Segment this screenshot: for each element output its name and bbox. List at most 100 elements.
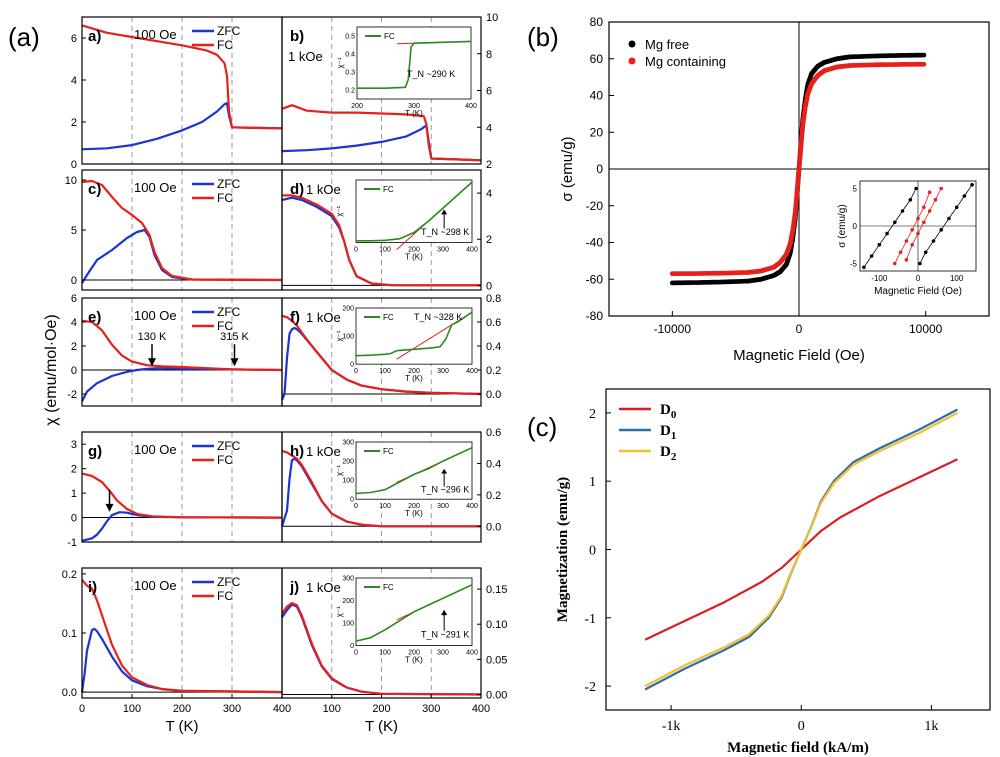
inset-x-tick-label: 300 <box>437 368 449 375</box>
inset-point <box>923 250 928 255</box>
panel-label: j) <box>289 579 299 596</box>
inset-legend-label: FC <box>384 32 395 41</box>
series-line-zfc <box>81 367 283 402</box>
y-tick-label: 6 <box>486 86 492 98</box>
inset-x-label: T (K) <box>405 374 423 383</box>
field-label: 1 kOe <box>306 182 341 197</box>
x-tick-label: 300 <box>223 703 241 715</box>
inset-series-line <box>355 311 473 357</box>
inset-y-tick-label: 0.3 <box>345 70 355 77</box>
inset-point <box>954 205 959 210</box>
series-line-fc <box>282 194 482 287</box>
legend-label-zfc: ZFC <box>217 177 241 191</box>
legend-label-zfc: ZFC <box>217 24 241 38</box>
inset-x-tick-label: 400 <box>465 103 477 110</box>
inset-x-tick-label: 300 <box>437 246 449 253</box>
y-tick-label: 0.00 <box>486 689 507 701</box>
inset-point <box>869 254 874 258</box>
x-tick-label: -10000 <box>654 322 692 336</box>
subplot-frame <box>281 297 482 407</box>
inset-y-tick-label: -5 <box>850 260 858 269</box>
inset-arrowhead <box>441 209 448 215</box>
inset-tn-note: T_N ~296 K <box>421 484 469 494</box>
subplot-h: 0.0 0.2 0.4 0.6 h) 1 kOe 0 100 200 300 400 0 100 200 3… <box>280 427 501 543</box>
panel-label: d) <box>290 181 304 198</box>
subplot-frame <box>281 431 482 543</box>
y-axis-label: χ (emu/mol·Oe) <box>43 314 60 426</box>
y-tick-label: 6 <box>71 33 77 45</box>
y-tick-label: 0.4 <box>486 458 501 470</box>
inset-point <box>862 265 866 270</box>
series-line-fc <box>81 579 283 694</box>
inset-legend-label: FC <box>383 313 394 322</box>
series-group-1 <box>669 61 927 277</box>
inset-point <box>970 183 974 187</box>
y-tick-label: 0.2 <box>62 569 77 581</box>
inset-series-line <box>355 584 473 642</box>
inset-legend-label: FC <box>383 185 394 194</box>
inset-x-tick-label: 100 <box>379 503 391 510</box>
inset-series-line <box>357 40 472 89</box>
inset-x-tick-label: -100 <box>871 274 888 283</box>
x-tick-label: 300 <box>422 703 440 715</box>
y-tick-label: 0.2 <box>486 365 501 377</box>
x-axis-label: T (K) <box>165 718 198 735</box>
y-tick-label: 10 <box>65 175 77 187</box>
legend-label-zfc: ZFC <box>217 439 241 453</box>
legend-marker-1 <box>628 57 636 65</box>
inset-x-tick-label: 0 <box>354 503 358 510</box>
inset-point <box>877 243 882 247</box>
x-tick-label: 200 <box>173 703 191 715</box>
panel-label: e) <box>88 309 101 326</box>
y-tick-label: 4 <box>486 122 492 134</box>
x-tick-label: 200 <box>372 703 390 715</box>
inset-y-tick-label: 200 <box>342 306 354 313</box>
inset-x-tick-label: 400 <box>466 650 478 657</box>
y-axis-label: σ (emu/g) <box>559 136 576 201</box>
y-tick-label: -1 <box>67 537 77 549</box>
inset-point <box>939 186 943 191</box>
inset-y-tick-label: 300 <box>342 440 354 447</box>
panel-label: f) <box>290 309 300 326</box>
inset-x-tick-label: 300 <box>437 503 449 510</box>
inset-y-tick-label: 0.2 <box>345 88 355 95</box>
inset-y-tick-label: 0 <box>350 362 354 369</box>
y-tick-label: 0.1 <box>62 628 77 640</box>
inset-y-label: χ⁻¹ <box>335 465 344 476</box>
inset-y-tick-label: 0 <box>853 222 858 231</box>
inset-x-label: T (K) <box>405 109 423 118</box>
x-axis-label: Magnetic Field (Oe) <box>733 347 865 364</box>
y-tick-label: 0.6 <box>486 427 501 439</box>
series-line-fc <box>281 314 482 396</box>
inset-h: 0 100 200 300 400 0 100 200 300 T (K) χ⁻¹ FC T_N ~29… <box>335 440 478 519</box>
inset-point <box>904 258 909 262</box>
x-tick-label: 0 <box>796 322 803 336</box>
inset-b: 200 300 400 0.2 0.3 0.4 0.5 T (K) χ⁻¹ FC T_N ~290 … <box>336 26 477 118</box>
inset-tn-note: T_N ~298 K <box>421 227 469 237</box>
y-tick-label: 40 <box>590 89 604 103</box>
legend-label-fc: FC <box>217 38 233 52</box>
field-label: 100 Oe <box>134 180 177 195</box>
inset-x-tick-label: 400 <box>466 368 478 375</box>
inset-point <box>939 228 943 232</box>
inset-point <box>893 261 897 266</box>
inset-point <box>904 239 909 243</box>
panel-label: c) <box>88 181 101 198</box>
y-tick-label: 4 <box>71 75 77 87</box>
inset-point <box>927 209 932 213</box>
panel-label: h) <box>290 443 304 460</box>
panel-label: i) <box>88 579 97 596</box>
series-line-2 <box>644 411 959 688</box>
inset-x-tick-label: 100 <box>379 650 391 657</box>
inset-x-tick-label: 200 <box>408 246 420 253</box>
legend-label-fc: FC <box>217 453 233 467</box>
legend-label-1: Mg containing <box>645 54 726 69</box>
series-line-fc <box>81 472 283 519</box>
panel-c-magnetization: -2 -1 0 1 2 -1k 0 1k Magnetic field (kA/m) Magnet… <box>555 388 991 756</box>
legend-label-2: D2 <box>660 444 677 463</box>
inset-x-label: T (K) <box>405 656 423 665</box>
legend-label-zfc: ZFC <box>217 305 241 319</box>
inset-tn-note: T_N ~291 K <box>421 629 469 639</box>
